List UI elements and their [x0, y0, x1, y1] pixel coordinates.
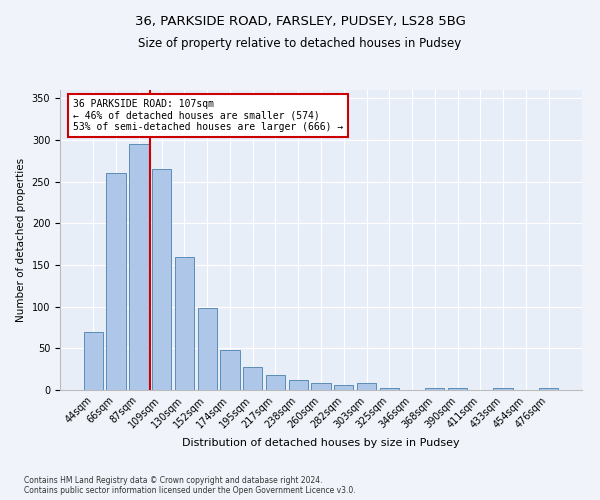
Y-axis label: Number of detached properties: Number of detached properties: [16, 158, 26, 322]
Bar: [289, 380, 308, 390]
Bar: [311, 384, 331, 390]
Bar: [425, 388, 445, 390]
Bar: [539, 388, 558, 390]
Text: Size of property relative to detached houses in Pudsey: Size of property relative to detached ho…: [139, 38, 461, 51]
Text: 36, PARKSIDE ROAD, FARSLEY, PUDSEY, LS28 5BG: 36, PARKSIDE ROAD, FARSLEY, PUDSEY, LS28…: [134, 15, 466, 28]
Bar: [129, 144, 149, 390]
Bar: [220, 350, 239, 390]
Bar: [84, 332, 103, 390]
Bar: [334, 385, 353, 390]
Bar: [357, 384, 376, 390]
X-axis label: Distribution of detached houses by size in Pudsey: Distribution of detached houses by size …: [182, 438, 460, 448]
Bar: [197, 308, 217, 390]
Bar: [493, 388, 513, 390]
Text: 36 PARKSIDE ROAD: 107sqm
← 46% of detached houses are smaller (574)
53% of semi-: 36 PARKSIDE ROAD: 107sqm ← 46% of detach…: [73, 99, 343, 132]
Bar: [243, 366, 262, 390]
Bar: [152, 169, 172, 390]
Bar: [266, 375, 285, 390]
Bar: [380, 388, 399, 390]
Bar: [106, 174, 126, 390]
Bar: [175, 256, 194, 390]
Text: Contains HM Land Registry data © Crown copyright and database right 2024.
Contai: Contains HM Land Registry data © Crown c…: [24, 476, 356, 495]
Bar: [448, 388, 467, 390]
